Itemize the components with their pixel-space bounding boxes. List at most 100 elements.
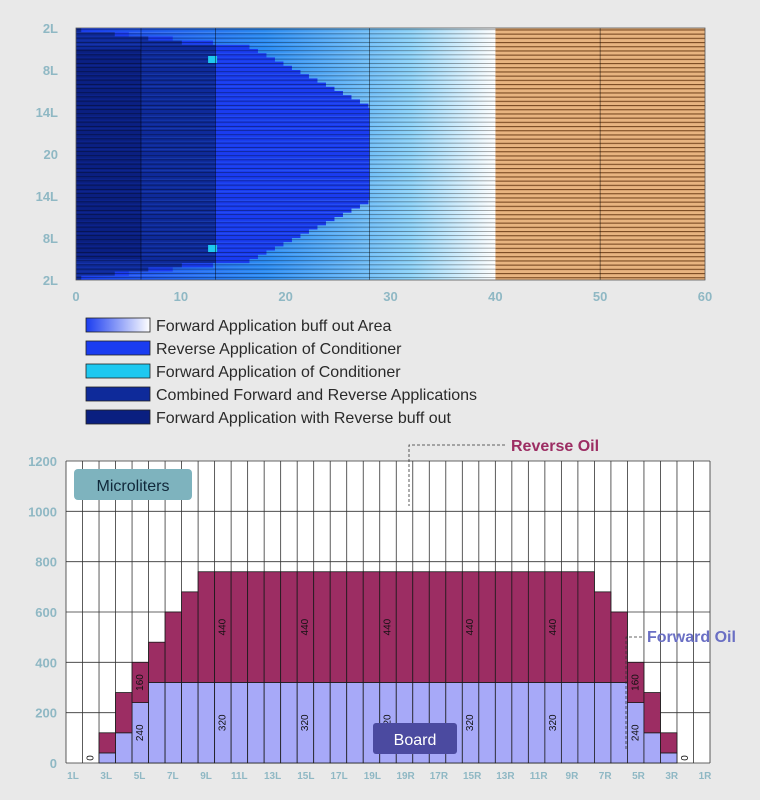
board-bar	[280, 682, 298, 764]
bar-value-label: 440	[548, 618, 559, 635]
bar-value-label: 320	[218, 714, 229, 731]
legend-swatch-reverse-conditioner	[85, 340, 151, 356]
board-bar	[197, 682, 216, 764]
oil-bar	[148, 641, 166, 683]
board-bar	[98, 752, 116, 764]
board-bar	[164, 682, 182, 764]
bar-value-labels: 0 240 160 320 440 320 440 320 440 320 440 320 440 240…	[85, 618, 690, 760]
forward-oil-leader	[625, 636, 642, 750]
oil-bar	[181, 591, 199, 683]
legend-label-forward-buff: Forward Application buff out Area	[156, 318, 392, 335]
bar-value-label: 320	[465, 714, 476, 731]
oil-bar	[643, 692, 661, 734]
heatmap-y-tick: 20	[44, 147, 58, 162]
units-badge-box	[74, 469, 192, 500]
bar-x-tick: 11L	[231, 771, 248, 782]
heatmap-x-tick: 20	[278, 289, 292, 304]
oil-bar	[247, 571, 265, 683]
board-bar	[115, 732, 133, 764]
oil-bar	[395, 571, 414, 683]
bar-value-label: 320	[548, 714, 559, 731]
oil-bar	[263, 571, 282, 683]
bar-x-tick: 17L	[330, 771, 347, 782]
oil-bar	[594, 591, 612, 683]
oil-bar	[478, 571, 496, 683]
board-bar	[478, 682, 496, 764]
oil-bar	[98, 732, 116, 754]
bar-value-label: 440	[300, 618, 311, 635]
legend-label-forward-conditioner: Forward Application of Conditioner	[156, 364, 401, 381]
heatmap-forward-mark	[208, 56, 218, 63]
bar-x-tick: 3L	[100, 771, 112, 782]
bar-x-tick: 13R	[496, 771, 515, 782]
bar-y-tick: 600	[35, 605, 57, 620]
heatmap-y-tick: 2L	[43, 21, 58, 36]
board-bar	[230, 682, 249, 764]
bar-value-label: 0	[85, 755, 96, 761]
bar-x-tick: 7R	[599, 771, 613, 782]
board-label: Board	[394, 732, 437, 749]
bar-x-tick: 17R	[430, 771, 449, 782]
heatmap-y-tick: 8L	[43, 63, 58, 78]
oil-bar	[346, 571, 364, 683]
bar-x-tick: 5L	[134, 771, 146, 782]
heatmap-x-tick: 40	[488, 289, 502, 304]
heatmap-y-axis: 2L 8L 14L 20 14L 8L 2L	[36, 21, 58, 288]
legend-swatch-forward-buff	[85, 317, 151, 333]
bar-value-label: 440	[383, 618, 394, 635]
bar-y-tick: 400	[35, 655, 57, 670]
board-bar	[660, 752, 678, 764]
legend-entry-combined: Combined Forward and Reverse Application…	[85, 386, 477, 404]
forward-oil-callout: Forward Oil	[625, 629, 736, 750]
bar-x-tick: 3R	[665, 771, 679, 782]
legend-label-forward-reverse-buff: Forward Application with Reverse buff ou…	[156, 410, 452, 427]
bar-x-tick: 1L	[67, 771, 79, 782]
legend-entry-forward-buff: Forward Application buff out Area	[85, 317, 392, 335]
heatmap-plot-frame	[75, 27, 706, 281]
legend-label-reverse-conditioner: Reverse Application of Conditioner	[156, 341, 402, 358]
board-badge-box	[373, 723, 457, 754]
bar-x-tick: 9R	[566, 771, 580, 782]
board-bar	[346, 682, 364, 764]
heatmap-x-tick: 50	[593, 289, 607, 304]
oil-bar	[511, 571, 529, 683]
reverse-oil-callout: Reverse Oil	[408, 438, 599, 506]
oil-bar	[230, 571, 249, 683]
board-bar	[594, 682, 612, 764]
units-badge: Microliters	[74, 469, 192, 500]
bar-value-label: 0	[680, 755, 691, 761]
legend-entry-reverse-conditioner: Reverse Application of Conditioner	[85, 340, 402, 358]
heatmap-x-axis: 0 10 20 30 40 50 60	[72, 289, 712, 304]
bar-series-oil	[98, 571, 678, 754]
board-bar	[329, 682, 348, 764]
bar-x-tick: 19R	[396, 771, 415, 782]
oil-bar	[164, 611, 182, 683]
legend-swatch-combined	[85, 386, 151, 402]
oil-bar	[660, 732, 678, 754]
bar-y-tick: 200	[35, 706, 57, 721]
bar-y-tick: 800	[35, 555, 57, 570]
bar-value-label: 240	[630, 724, 641, 741]
board-bar	[494, 682, 513, 764]
oil-bar	[560, 571, 579, 683]
heatmap-legend: Forward Application buff out Area Revers…	[85, 317, 477, 427]
legend-swatch-forward-conditioner	[85, 363, 151, 379]
heatmap-x-tick: 30	[383, 289, 397, 304]
bar-y-tick: 1200	[28, 454, 57, 469]
bar-x-tick: 15R	[463, 771, 482, 782]
board-bar	[181, 682, 199, 764]
heatmap-x-tick: 0	[72, 289, 79, 304]
board-bar	[148, 682, 166, 764]
board-bar	[527, 682, 546, 764]
board-bar	[263, 682, 282, 764]
oil-bar	[197, 571, 216, 683]
bar-value-label: 320	[300, 714, 311, 731]
bar-x-tick: 9L	[200, 771, 212, 782]
heatmap-y-tick: 2L	[43, 273, 58, 288]
bar-x-tick: 15L	[297, 771, 314, 782]
board-bar	[610, 682, 628, 764]
bar-y-axis: 0 200 400 600 800 1000 1200	[28, 454, 57, 771]
heatmap-chart: 0 10 20 30 40 50 60 2L 8L 14L 20 14L 8L 2L	[36, 21, 713, 304]
oil-bar	[577, 571, 595, 683]
